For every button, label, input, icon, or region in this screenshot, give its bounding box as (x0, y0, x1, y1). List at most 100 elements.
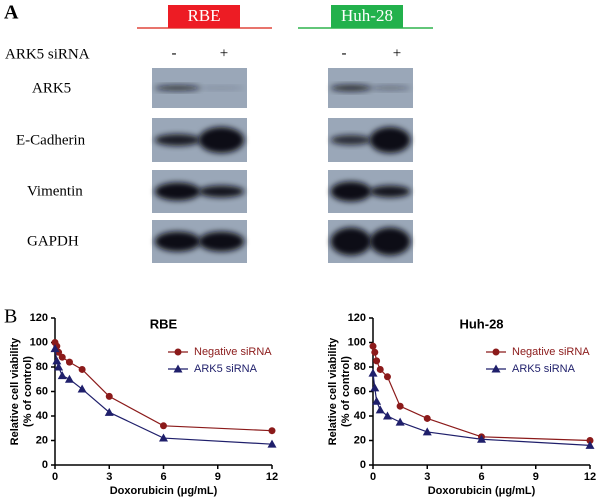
legend-label: ARK5 siRNA (194, 363, 258, 375)
y-tick-label: 120 (348, 312, 366, 324)
protein-label: GAPDH (27, 233, 79, 249)
data-point (160, 422, 167, 430)
blots (152, 68, 413, 263)
y-tick-label: 60 (36, 385, 48, 397)
x-tick-label: 0 (52, 471, 58, 483)
x-tick-label: 3 (424, 471, 430, 483)
blot-band (198, 127, 245, 153)
y-tick-label: 40 (354, 410, 366, 422)
data-point (586, 437, 594, 444)
x-tick-label: 12 (584, 471, 596, 483)
data-point (375, 405, 385, 414)
legend-marker (491, 364, 501, 373)
data-point (371, 348, 379, 356)
x-axis-label: Doxorubicin (μg/mL) (428, 485, 536, 497)
header-box (168, 5, 240, 28)
data-point (396, 402, 404, 410)
y-axis-label: Relative cell viability (9, 337, 21, 445)
legend-label: Negative siRNA (194, 346, 272, 358)
x-axis-label: Doxorubicin (μg/mL) (110, 485, 218, 497)
data-point (382, 411, 392, 420)
chart: 0 20 40 60 80 100 120 0 3 6 9 12 RBE Doxorubicin (μg/… (9, 312, 278, 497)
data-point (65, 358, 73, 366)
protein-label: Vimentin (27, 183, 83, 199)
lane-label: - (342, 45, 347, 61)
cell-line-label: RBE (187, 6, 220, 25)
y-tick-label: 80 (354, 361, 366, 373)
blot-band (154, 182, 201, 201)
data-point (373, 357, 381, 365)
data-point (58, 353, 66, 361)
data-point (52, 356, 62, 365)
blot-band (369, 185, 411, 198)
blot-band (369, 127, 411, 153)
data-point (57, 371, 67, 380)
blot-band (198, 231, 245, 252)
lane-label: + (220, 45, 228, 61)
x-tick-label: 6 (160, 471, 166, 483)
data-point (370, 383, 380, 392)
data-point (477, 434, 486, 443)
panel-label: B (4, 306, 17, 328)
data-point (585, 440, 595, 449)
blot-band (330, 135, 372, 145)
data-point (105, 392, 113, 400)
chart-title: Huh-28 (459, 316, 503, 331)
y-tick-label: 40 (36, 410, 48, 422)
blot-band (154, 231, 201, 252)
x-tick-label: 12 (266, 471, 278, 483)
data-point (423, 414, 431, 422)
y-axis-label: Relative cell viability (327, 337, 339, 445)
blot-band (330, 227, 372, 256)
legend-marker (173, 364, 183, 373)
data-point (369, 342, 377, 350)
y-tick-label: 60 (354, 385, 366, 397)
y-tick-label: 100 (348, 336, 366, 348)
legend-label: ARK5 siRNA (512, 363, 576, 375)
blot-band (369, 85, 411, 91)
panel-label: A (4, 2, 19, 24)
blot-band (330, 181, 372, 202)
x-tick-label: 0 (370, 471, 376, 483)
y-tick-label: 0 (360, 459, 366, 471)
data-point (54, 362, 64, 371)
data-point (395, 417, 405, 426)
cell-line-label: Huh-28 (341, 6, 393, 25)
data-point (159, 433, 168, 442)
y-tick-label: 20 (36, 434, 48, 446)
data-point (78, 365, 86, 373)
y-axis-label: (% of control) (22, 356, 34, 427)
legend-marker (492, 348, 500, 356)
blot-band (198, 185, 245, 198)
chart-title: RBE (150, 316, 178, 331)
legend-label: Negative siRNA (512, 346, 590, 358)
y-tick-label: 120 (30, 312, 48, 324)
data-point (383, 373, 391, 381)
blot-band (154, 134, 201, 146)
data-point (268, 427, 276, 435)
data-point (64, 374, 74, 383)
y-tick-label: 20 (354, 434, 366, 446)
y-tick-label: 80 (36, 361, 48, 373)
data-point (376, 365, 384, 373)
lane-label: - (172, 45, 177, 61)
blot-band (154, 85, 201, 91)
lane-label: + (393, 45, 401, 61)
blot-band (198, 86, 245, 90)
x-tick-label: 6 (478, 471, 484, 483)
y-tick-label: 100 (30, 336, 48, 348)
data-point (422, 427, 432, 436)
data-point (372, 396, 382, 405)
y-tick-label: 0 (42, 459, 48, 471)
header-box (331, 5, 403, 28)
data-point (368, 368, 378, 377)
protein-label: ARK5 (32, 80, 71, 96)
x-tick-label: 3 (106, 471, 112, 483)
blot-band (369, 227, 411, 256)
x-tick-label: 9 (215, 471, 221, 483)
y-axis-label: (% of control) (340, 356, 352, 427)
data-point (267, 439, 277, 448)
